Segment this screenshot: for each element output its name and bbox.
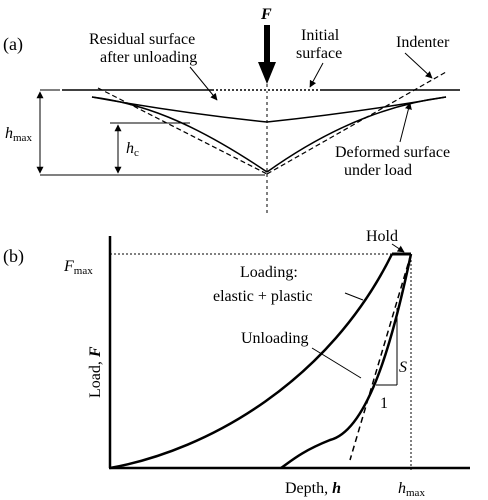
indenter-left-edge	[97, 87, 268, 175]
hmax-label-b: hmax	[398, 480, 425, 499]
loading-label-2: elastic + plastic	[213, 288, 313, 305]
loading-label-1: Loading:	[240, 264, 298, 281]
deformed-surface-right	[266, 96, 447, 173]
x-axis-label: Depth, h	[285, 480, 341, 497]
indenter-label: Indenter	[396, 34, 450, 51]
stiffness-label: S	[399, 359, 407, 376]
panel-b-label: (b)	[3, 246, 24, 267]
deformed-surface-label-1: Deformed surface	[335, 144, 450, 161]
residual-surface-label-1: Residual surface	[89, 31, 195, 48]
deformed-surface-pointer	[399, 102, 412, 143]
deformed-surface-label-2: under load	[344, 162, 412, 179]
y-axis-label: Load, F	[87, 346, 104, 398]
initial-surface-label-1: Initial	[301, 27, 340, 44]
initial-surface-label-2: surface	[296, 45, 342, 62]
hmax-label-a: hmax	[5, 125, 32, 144]
unit-one-label: 1	[380, 395, 388, 412]
indenter-right-edge	[266, 71, 447, 175]
unloading-curve	[280, 253, 413, 470]
loading-pointer	[344, 292, 364, 301]
hold-pointer	[391, 243, 405, 253]
initial-surface-pointer	[309, 62, 324, 88]
stiffness-tangent	[349, 253, 412, 461]
panel-a-label: (a)	[3, 34, 23, 55]
residual-surface-curve	[91, 96, 447, 123]
force-symbol: F	[260, 6, 272, 23]
residual-surface-label-2: after unloading	[100, 49, 197, 66]
residual-surface-pointer	[189, 66, 218, 101]
hold-label: Hold	[366, 228, 398, 245]
unloading-pointer	[311, 347, 362, 379]
force-arrow-shaft	[264, 25, 270, 65]
loading-curve	[109, 253, 394, 470]
deformed-surface-left	[91, 96, 268, 173]
fmax-label: Fmax	[63, 258, 93, 277]
panel-a: (a) F Residual surface after unloading I…	[3, 6, 460, 215]
hc-label: hc	[126, 140, 139, 159]
unloading-label: Unloading	[241, 330, 309, 347]
force-arrow-head	[258, 62, 276, 84]
panel-b: (b) Hold S 1 Fmax Loading: elastic + pla…	[3, 228, 470, 499]
indenter-pointer	[404, 52, 433, 79]
